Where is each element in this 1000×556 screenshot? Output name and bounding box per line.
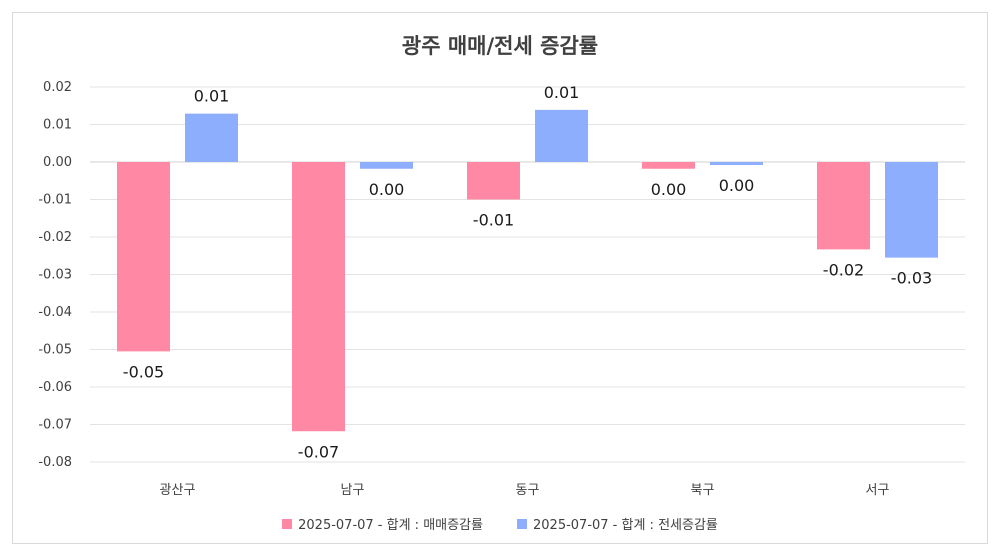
x-tick-label: 서구 [866, 483, 890, 498]
data-label: 0.00 [651, 180, 687, 199]
data-label: -0.05 [123, 362, 164, 381]
legend-swatch-sales [282, 518, 293, 529]
bar-jeonse [710, 162, 763, 165]
data-label: -0.02 [823, 260, 864, 279]
y-tick-label: -0.08 [38, 455, 72, 470]
y-tick-label: -0.01 [38, 193, 72, 208]
y-tick-label: -0.06 [38, 380, 72, 395]
bar-jeonse [535, 109, 588, 162]
data-label: 0.00 [369, 180, 405, 199]
legend-label-sales: 2025-07-07 - 합계 : 매매증감률 [298, 518, 483, 533]
y-tick-label: -0.04 [38, 305, 72, 320]
bar-sales [467, 162, 520, 200]
chart-title: 광주 매매/전세 증감률 [401, 34, 599, 58]
data-label: -0.01 [473, 211, 514, 230]
y-tick-label: 0.01 [43, 118, 72, 133]
y-tick-label: 0.02 [43, 80, 72, 95]
y-tick-label: -0.03 [38, 268, 72, 283]
data-label: -0.03 [891, 269, 932, 288]
data-label: 0.00 [719, 176, 755, 195]
chart-frame [12, 12, 988, 544]
y-tick-label: -0.05 [38, 343, 72, 358]
bar-jeonse [185, 113, 238, 162]
x-tick-label: 광산구 [160, 483, 196, 498]
legend-label-jeonse: 2025-07-07 - 합계 : 전세증감률 [533, 518, 718, 533]
bar-sales [642, 162, 695, 169]
bar-sales [117, 162, 170, 352]
data-label: 0.01 [544, 83, 580, 102]
bar-sales [817, 162, 870, 250]
legend-swatch-jeonse [517, 518, 527, 529]
y-tick-label: -0.07 [38, 418, 72, 433]
bar-sales [292, 162, 345, 432]
y-tick-label: -0.02 [38, 230, 72, 245]
bar-jeonse [360, 162, 413, 169]
data-label: -0.07 [298, 442, 339, 461]
x-tick-label: 북구 [691, 483, 715, 498]
y-tick-label: 0.00 [43, 155, 72, 170]
data-label: 0.01 [194, 87, 230, 106]
legend-item-sales: 2025-07-07 - 합계 : 매매증감률 [282, 514, 483, 533]
legend-item-jeonse: 2025-07-07 - 합계 : 전세증감률 [517, 514, 718, 533]
x-tick-label: 남구 [341, 483, 365, 498]
x-tick-label: 동구 [516, 483, 540, 498]
chart-legend: 2025-07-07 - 합계 : 매매증감률 2025-07-07 - 합계 … [0, 514, 1000, 533]
bar-jeonse [885, 162, 938, 258]
